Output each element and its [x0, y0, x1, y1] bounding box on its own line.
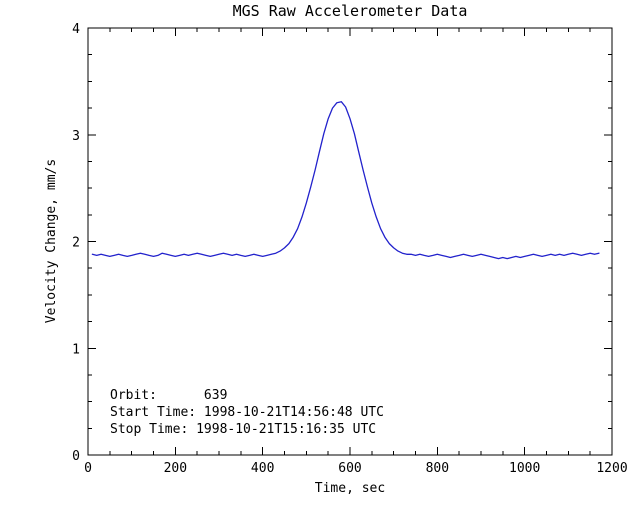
y-tick-label: 0 — [72, 449, 80, 464]
chart-title: MGS Raw Accelerometer Data — [233, 2, 468, 20]
x-tick-label: 200 — [164, 461, 187, 476]
axes: 0 200 400 600 800 1000 1200 0 1 2 3 4 — [72, 22, 627, 476]
y-axis-label: Velocity Change, mm/s — [44, 159, 59, 323]
x-tick-label: 600 — [338, 461, 361, 476]
x-tick-label: 400 — [251, 461, 274, 476]
y-tick-label: 3 — [72, 129, 80, 144]
y-tick-label: 2 — [72, 236, 80, 251]
annotation-stop-time: Stop Time: 1998-10-21T15:16:35 UTC — [110, 422, 376, 437]
velocity-change-line — [91, 101, 600, 260]
y-tick-label: 4 — [72, 22, 80, 37]
x-tick-label: 1000 — [509, 461, 540, 476]
x-tick-label: 1200 — [596, 461, 627, 476]
y-tick-label: 1 — [72, 342, 80, 357]
x-tick-label: 0 — [84, 461, 92, 476]
x-axis-label: Time, sec — [315, 481, 385, 496]
data-series — [91, 101, 600, 260]
x-tick-label: 800 — [426, 461, 449, 476]
annotation-start-time: Start Time: 1998-10-21T14:56:48 UTC — [110, 405, 384, 420]
annotation-orbit: Orbit: 639 — [110, 388, 227, 403]
